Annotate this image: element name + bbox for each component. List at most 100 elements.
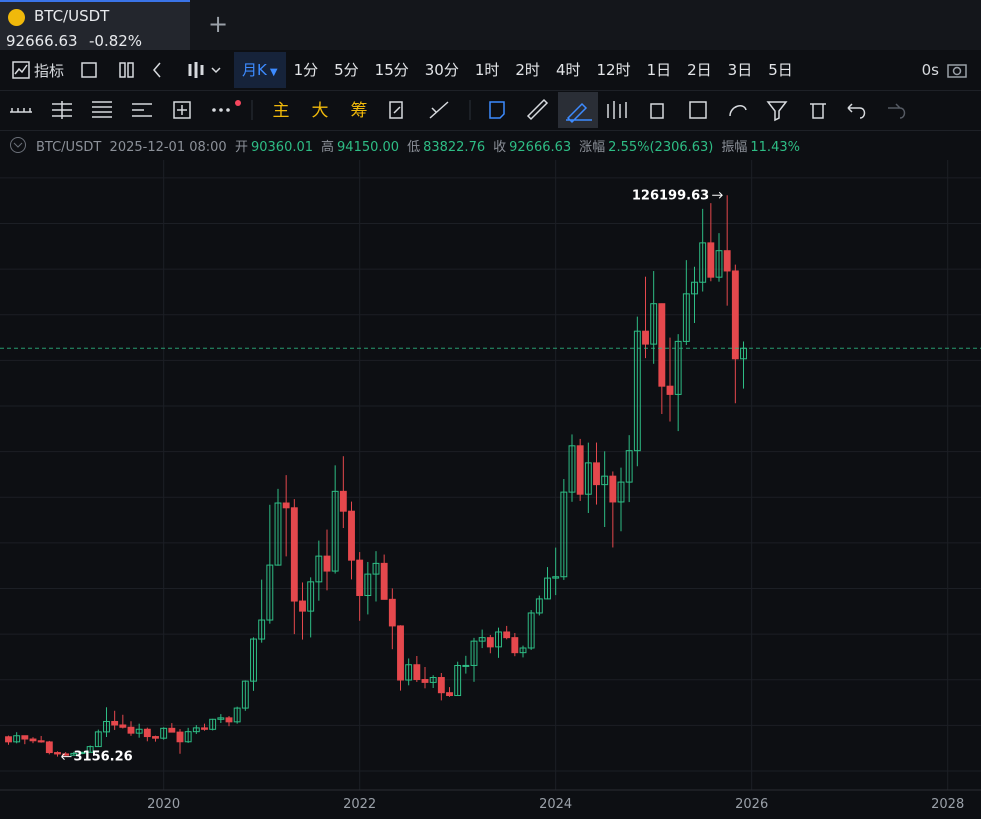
info-value: 94150.00 xyxy=(337,140,400,155)
candle-body xyxy=(160,727,168,739)
candle-body xyxy=(372,562,380,575)
period-button[interactable]: 4时 xyxy=(555,61,581,79)
period-button[interactable]: 2时 xyxy=(515,61,540,79)
tab-price: 92666.63 xyxy=(6,32,78,50)
chart-tools xyxy=(81,62,221,78)
candle-body xyxy=(70,752,78,756)
candle-body xyxy=(29,738,37,742)
candle-body xyxy=(315,555,323,583)
candle-body xyxy=(282,502,290,509)
candle-body xyxy=(290,507,298,602)
candle-body xyxy=(666,385,674,395)
candle-body xyxy=(388,598,396,627)
add-tab[interactable]: + xyxy=(208,10,229,38)
candle-body xyxy=(103,720,110,733)
info-value: 90360.01 xyxy=(250,140,314,155)
info-time: 2025-12-01 08:00 xyxy=(109,140,227,155)
period-button[interactable]: 3日 xyxy=(727,61,753,79)
active-tool[interactable] xyxy=(558,92,598,128)
candle-body xyxy=(519,647,527,654)
candle-body xyxy=(266,564,274,621)
candle-body xyxy=(699,242,707,283)
tab[interactable]: BTC/USDT 92666.63 -0.82% xyxy=(0,0,190,50)
tool-big[interactable]: 大 xyxy=(312,101,329,121)
candle-body xyxy=(601,475,609,486)
candle-body xyxy=(535,598,543,614)
candle-body xyxy=(176,731,184,743)
info-symbol: BTC/USDT xyxy=(36,140,102,155)
x-tick-label: 2020 xyxy=(147,797,180,812)
candle-body xyxy=(299,600,306,612)
candle-body xyxy=(593,462,600,486)
candle-body xyxy=(37,740,45,743)
info-value: 11.43% xyxy=(750,140,800,155)
period-button[interactable]: 1时 xyxy=(474,61,500,79)
info-label: 开 xyxy=(234,140,248,155)
candle-body xyxy=(307,581,315,612)
max-label: 126199.63 xyxy=(632,188,709,203)
candle-body xyxy=(723,250,731,272)
candle-body xyxy=(707,242,715,278)
candle-body xyxy=(274,502,282,566)
candle-body xyxy=(544,577,551,600)
candle-body xyxy=(609,475,617,503)
candle-body xyxy=(21,735,29,740)
period-button[interactable]: 12时 xyxy=(596,61,631,79)
candle-body xyxy=(405,664,413,681)
candle-body xyxy=(470,640,478,666)
period-button[interactable]: 1日 xyxy=(646,61,672,79)
info-label: 收 xyxy=(493,140,507,155)
period-button[interactable]: 1分 xyxy=(293,61,319,79)
candle-body xyxy=(584,462,592,495)
candle-body xyxy=(233,707,241,723)
info-value: 2.55%(2306.63) xyxy=(608,140,714,155)
period-toolbar: 指标 月K ▼ 1分 5分 15分 30分 1时 2时 4时 12时 1日 2日 3日 5日 0s xyxy=(0,50,981,91)
info-label: 高 xyxy=(321,140,335,155)
tab-change: -0.82% xyxy=(89,32,143,50)
ohlc-info: BTC/USDT 2025-12-01 08:00 开 90360.01 高 9415… xyxy=(36,136,808,155)
collapse-icon[interactable] xyxy=(9,136,27,154)
period-button[interactable]: 5日 xyxy=(768,61,793,79)
candle-body xyxy=(650,303,658,345)
candle-body xyxy=(740,347,747,360)
tool-main[interactable]: 主 xyxy=(273,101,290,121)
candle-body xyxy=(633,330,641,452)
drawing-toolbar: 主 大 筹 xyxy=(0,90,981,131)
max-arrow xyxy=(712,191,723,199)
camera-icon[interactable] xyxy=(947,61,967,79)
candle-body xyxy=(642,330,649,345)
period-button[interactable]: 5分 xyxy=(334,61,359,79)
period-button[interactable]: 30分 xyxy=(424,61,459,79)
candle-body xyxy=(54,752,61,755)
candle-body xyxy=(168,727,176,733)
candle-body xyxy=(421,679,429,683)
info-label: 低 xyxy=(407,140,421,155)
tab-bar: BTC/USDT 92666.63 -0.82% + xyxy=(0,0,981,50)
candle-body xyxy=(364,573,372,597)
candle-body xyxy=(397,625,404,681)
candle-body xyxy=(94,731,102,748)
candle-body xyxy=(511,637,519,654)
tool-chip[interactable]: 筹 xyxy=(351,101,368,121)
min-label: 3156.26 xyxy=(73,750,132,765)
candle-body xyxy=(552,576,560,579)
candle-body xyxy=(356,559,364,597)
candle-body xyxy=(209,718,217,730)
candle-body xyxy=(217,717,225,720)
x-tick-label: 2022 xyxy=(343,797,376,812)
period-button[interactable]: 2日 xyxy=(687,61,712,79)
drawing-tools: 主 大 筹 xyxy=(10,92,906,128)
candle-body xyxy=(241,680,249,709)
candle-body xyxy=(119,724,127,728)
candle-body xyxy=(184,731,192,743)
info-value: 92666.63 xyxy=(509,140,572,155)
periods: 月K ▼ 1分 5分 15分 30分 1时 2时 4时 12时 1日 2日 3日 5日 xyxy=(234,52,801,88)
candle-body xyxy=(503,631,511,639)
candle-body xyxy=(250,638,257,682)
period-button[interactable]: 月K ▼ xyxy=(234,52,286,88)
indicator-button[interactable]: 指标 xyxy=(34,61,65,80)
candle-body xyxy=(527,612,535,649)
candle-body xyxy=(437,677,445,694)
period-button[interactable]: 15分 xyxy=(374,61,409,79)
